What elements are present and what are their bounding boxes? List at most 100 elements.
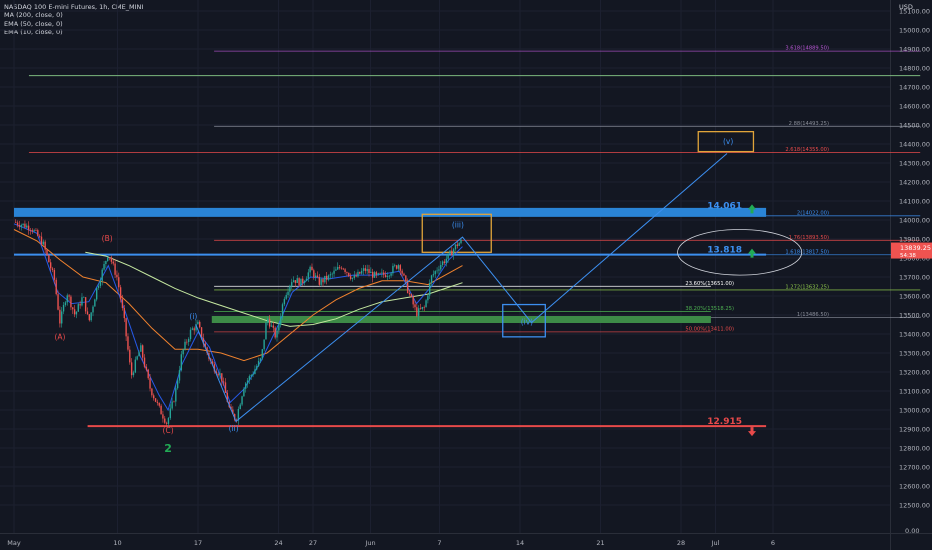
candle-body [436, 270, 438, 272]
candle-body [283, 298, 286, 305]
candle-body [270, 325, 273, 327]
candle-body [165, 422, 168, 424]
price-axis-tick: 13600.00 [899, 292, 930, 300]
current-price-tag [891, 242, 932, 259]
candle-body [127, 336, 129, 350]
price-axis-tick: 13300.00 [899, 349, 930, 357]
price-axis-tick: 13000.00 [899, 406, 930, 414]
fib-level-label: 23.60%(13651.00) [685, 281, 734, 287]
candle-body [335, 269, 337, 271]
time-axis-tick: 14 [516, 539, 524, 547]
wave-label: (iii) [452, 221, 464, 230]
candle-body [164, 418, 166, 423]
candle-body [373, 272, 376, 278]
candle-body [241, 396, 243, 405]
candle-body [200, 327, 203, 339]
candle-body [294, 280, 297, 283]
candle-body [167, 418, 170, 424]
candle-body [33, 230, 35, 232]
candle-body [454, 244, 457, 250]
candle-body [327, 275, 330, 280]
candle-body [265, 322, 267, 340]
candle-body [57, 294, 59, 310]
candle-body [224, 382, 227, 393]
candle-body [169, 408, 171, 419]
candle-body [160, 405, 162, 415]
candle-body [403, 273, 405, 276]
wave-label: (ii) [229, 424, 239, 433]
fib-level-label: 2(14022.00) [797, 210, 829, 216]
wave-label: (iv) [521, 318, 533, 327]
candle-body [105, 260, 107, 265]
candle-body [186, 341, 188, 343]
candle-body [279, 317, 282, 325]
candle-body [121, 299, 124, 309]
current-price-value: 13839.25 [900, 244, 931, 252]
time-axis-tick: 21 [596, 539, 604, 547]
candle-body [322, 279, 324, 283]
price-axis-tick: 13200.00 [899, 368, 930, 376]
candle-body [452, 249, 455, 256]
candle-body [107, 257, 109, 261]
candle-body [384, 274, 387, 277]
price-axis-tick: 12900.00 [899, 425, 930, 433]
price-axis-tick: 14700.00 [899, 83, 930, 91]
candle-body [329, 274, 332, 276]
fib-level-label: 50.00%(13411.00) [685, 326, 734, 332]
candle-body [379, 273, 381, 274]
candle-body [417, 308, 420, 316]
candle-body [44, 241, 46, 250]
candle-body [75, 311, 78, 315]
candle-body [314, 275, 317, 278]
price-axis-tick: 13900.00 [899, 235, 930, 243]
candle-body [440, 265, 442, 270]
candle-body [427, 295, 429, 301]
time-axis-tick: 7 [437, 539, 441, 547]
candle-body [383, 272, 385, 275]
candle-body [158, 402, 160, 406]
time-axis-tick: Jun [364, 539, 375, 547]
candle-body [123, 308, 125, 319]
candle-body [291, 282, 293, 286]
candle-body [366, 269, 368, 271]
candle-body [289, 285, 291, 292]
candle-body [259, 358, 262, 361]
arrow-up-icon [748, 248, 756, 258]
candle-body [303, 281, 306, 283]
candle-body [256, 366, 258, 370]
candle-body [401, 270, 403, 274]
time-axis-tick: 10 [113, 539, 121, 547]
candle-body [333, 270, 335, 274]
candle-body [42, 241, 45, 245]
candle-body [300, 278, 302, 286]
candle-body [254, 369, 256, 375]
candle-body [143, 357, 146, 367]
candle-body [90, 312, 92, 321]
time-axis-tick: Jul [711, 539, 720, 547]
candle-body [114, 263, 116, 275]
candle-body [193, 328, 195, 331]
candle-body [237, 408, 240, 421]
price-axis-tick: 14800.00 [899, 64, 930, 72]
candle-body [408, 292, 411, 295]
candle-body [101, 269, 103, 281]
fib-level-label: 38.20%(13518.25) [685, 306, 734, 312]
candle-body [423, 307, 425, 308]
candle-body [261, 349, 263, 359]
candle-body [29, 230, 32, 231]
candle-body [92, 306, 94, 313]
candle-body [187, 339, 190, 342]
candle-body [103, 264, 105, 270]
candle-body [86, 311, 89, 315]
fib-level-label: 1(13486.50) [797, 312, 829, 318]
time-axis-tick: 6 [771, 539, 775, 547]
price-axis-tick: 14900.00 [899, 45, 930, 53]
candle-body [252, 374, 254, 376]
wave-label: (C) [163, 426, 174, 435]
candle-body [429, 283, 431, 296]
candle-body [447, 253, 449, 259]
candle-body [239, 404, 241, 409]
fib-level-label: 1.272(13632.25) [785, 284, 829, 290]
candle-body [140, 345, 142, 352]
